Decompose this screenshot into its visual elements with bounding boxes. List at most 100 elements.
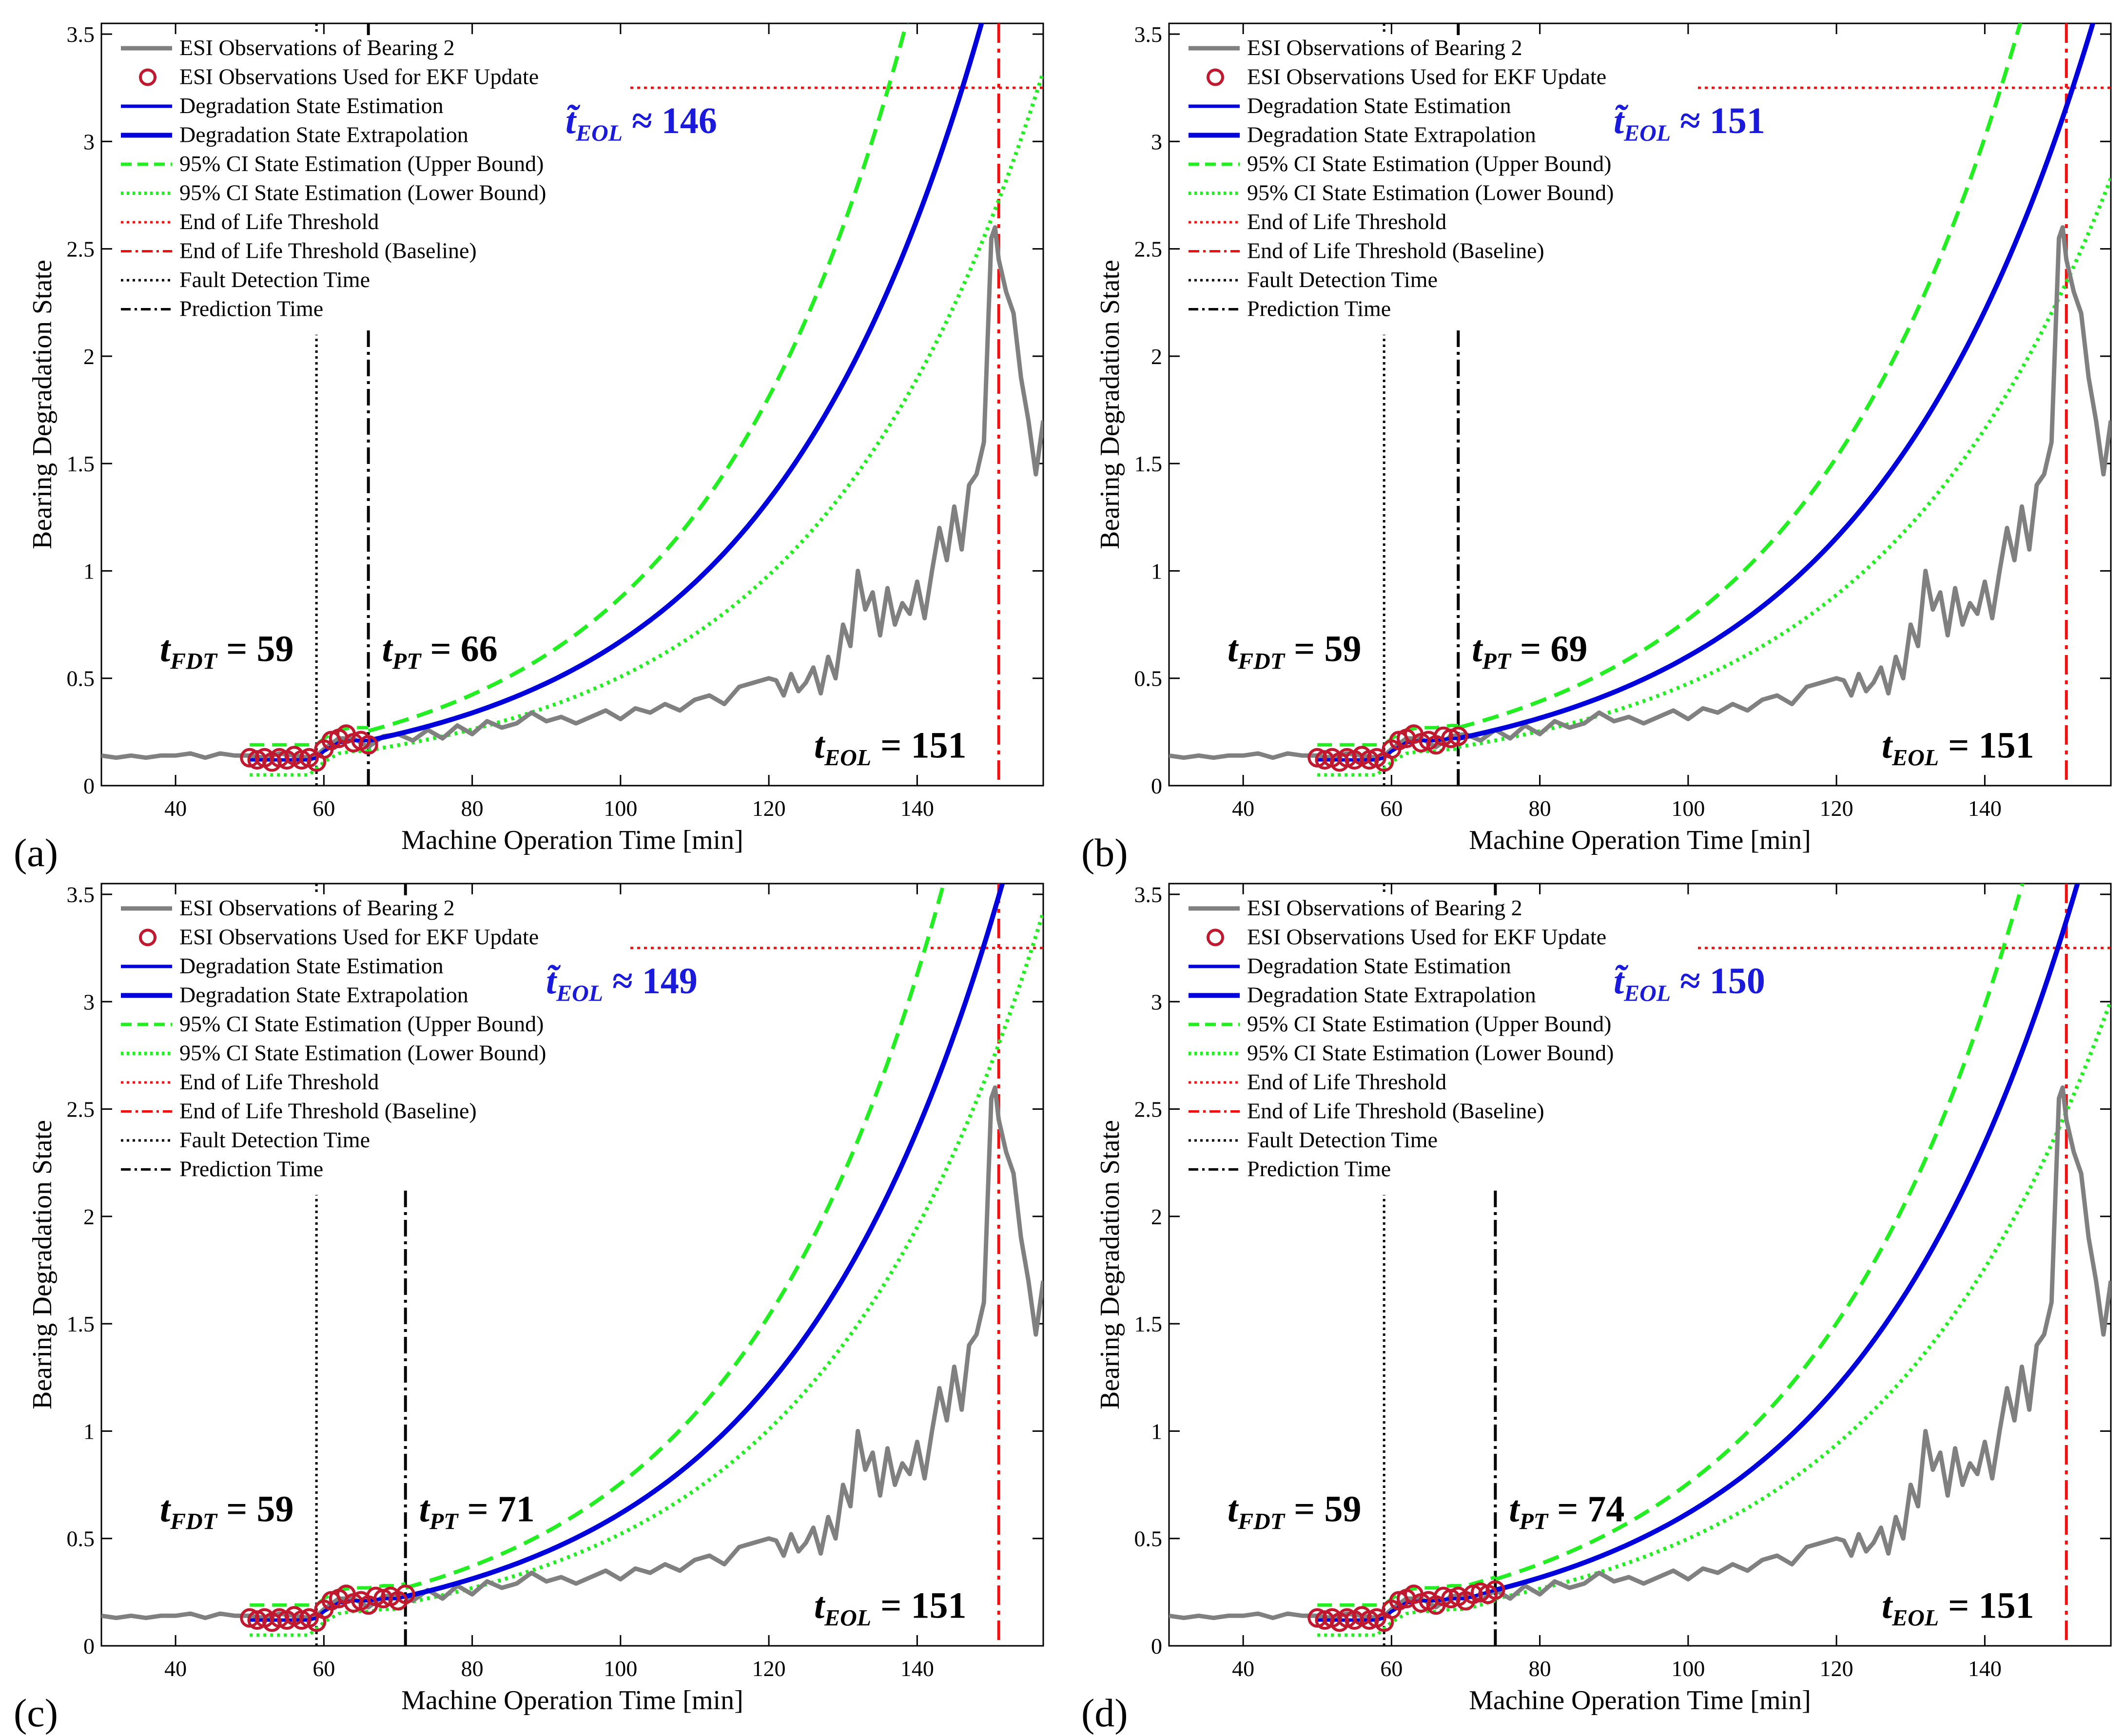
y-tick-label: 0	[83, 1634, 95, 1659]
panel-label: (a)	[14, 830, 58, 875]
annotation-subscript: FDT	[1237, 1508, 1286, 1534]
ci-upper-bound	[368, 23, 909, 733]
annotation-value: 151	[911, 1585, 966, 1626]
legend-label: 95% CI State Estimation (Upper Bound)	[1247, 1011, 1611, 1036]
legend: ESI Observations of Bearing 2 ESI Observa…	[121, 35, 546, 321]
legend-swatch-ekf-marker	[1207, 928, 1224, 946]
plot-area	[100, 22, 1044, 787]
x-tick-label: 40	[164, 1656, 187, 1681]
legend-swatch-ekf-marker	[139, 68, 156, 86]
y-tick-label: 2	[83, 1204, 95, 1229]
degradation-state-extrapolation	[1495, 884, 2080, 1593]
legend-label: ESI Observations of Bearing 2	[179, 895, 455, 920]
x-tick-label: 140	[1968, 796, 2002, 821]
annotation-operator: =	[217, 1488, 256, 1529]
legend-label: Degradation State Extrapolation	[179, 983, 468, 1007]
eol-annotation: tEOL = 151	[814, 725, 966, 771]
annotation-subscript: FDT	[1237, 648, 1286, 674]
y-tick-label: 3.5	[67, 882, 95, 907]
annotation-symbol: t	[1228, 1488, 1239, 1529]
eol-annotation: tEOL = 151	[1882, 1585, 2034, 1631]
annotation-value: 149	[642, 961, 698, 1002]
x-tick-label: 80	[1529, 796, 1551, 821]
annotation-subscript: EOL	[1623, 120, 1671, 146]
legend-label: Degradation State Estimation	[179, 953, 444, 978]
x-tick-label: 100	[604, 796, 637, 821]
ekf-update-marker	[1448, 726, 1468, 746]
x-tick-label: 120	[1820, 1656, 1853, 1681]
fdt-annotation: tFDT = 59	[1228, 1488, 1361, 1534]
y-tick-label: 0	[1151, 1634, 1162, 1659]
y-tick-label: 1.5	[67, 1312, 95, 1336]
annotation-symbol: t	[1882, 1585, 1893, 1626]
y-tick-label: 1.5	[1134, 1312, 1163, 1336]
legend-label: Prediction Time	[1247, 296, 1391, 321]
plot-content	[1169, 23, 2111, 786]
x-tick-label: 140	[900, 1656, 934, 1681]
annotation-value: 71	[498, 1488, 535, 1529]
y-tick-label: 2.5	[67, 237, 95, 262]
x-axis-label: Machine Operation Time [min]	[1469, 825, 1811, 855]
x-tick-label: 80	[461, 796, 484, 821]
ci-upper-estimation	[1317, 1575, 1496, 1607]
annotation-subscript: EOL	[824, 745, 871, 771]
eol-estimate-annotation: t̃EOL ≈ 150	[1614, 961, 1765, 1006]
annotation-subscript: FDT	[170, 1508, 218, 1534]
x-tick-label: 40	[1232, 1656, 1254, 1681]
x-tick-label: 60	[312, 796, 335, 821]
y-tick-label: 0.5	[1134, 1526, 1163, 1551]
chart-panel-b: 40 60 80 100 120 140 0 0.5 1 1.5 2 2.5 3 3.5 Machine O…	[1081, 22, 2112, 875]
legend-swatch-ekf-marker	[1207, 68, 1224, 86]
pt-annotation: tPT = 66	[382, 628, 498, 674]
y-tick-label: 0	[83, 773, 95, 798]
annotation-value: 74	[1587, 1488, 1624, 1529]
y-tick-label: 3.5	[67, 22, 95, 47]
legend-swatch-ekf-marker	[139, 928, 156, 946]
annotation-operator: =	[421, 628, 460, 669]
annotation-symbol: t	[814, 1585, 826, 1626]
annotation-symbol: t	[1882, 725, 1893, 766]
y-axis-label: Bearing Degradation State	[27, 260, 58, 549]
ci-lower-estimation	[250, 1605, 406, 1637]
legend-label: ESI Observations Used for EKF Update	[1247, 925, 1606, 949]
legend-label: 95% CI State Estimation (Lower Bound)	[1247, 1041, 1614, 1065]
annotation-subscript: EOL	[824, 1605, 871, 1631]
x-tick-label: 140	[1968, 1656, 2002, 1681]
annotation-subscript: PT	[392, 648, 422, 674]
annotation-value: 59	[256, 628, 293, 669]
annotation-subscript: FDT	[170, 648, 218, 674]
legend-label: Degradation State Extrapolation	[1247, 983, 1536, 1007]
degradation-state-extrapolation	[368, 23, 984, 743]
legend-label: ESI Observations of Bearing 2	[1247, 35, 1522, 60]
pt-annotation: tPT = 71	[419, 1488, 535, 1534]
y-tick-label: 2.5	[1134, 237, 1163, 262]
y-tick-label: 1	[1151, 559, 1162, 583]
x-tick-label: 60	[312, 1656, 335, 1681]
y-tick-label: 2.5	[67, 1097, 95, 1122]
annotation-symbol: t	[160, 628, 172, 669]
legend-label: Degradation State Extrapolation	[1247, 122, 1536, 147]
x-tick-label: 100	[604, 1656, 637, 1681]
plot-content	[101, 884, 1043, 1646]
annotation-operator: =	[1939, 1585, 1978, 1626]
degradation-state-extrapolation	[405, 884, 1005, 1599]
panel-label: (b)	[1081, 830, 1128, 875]
legend-label: Fault Detection Time	[179, 267, 370, 292]
y-tick-label: 3	[83, 129, 95, 154]
x-axis-label: Machine Operation Time [min]	[401, 1685, 743, 1716]
chart-panel-c: 40 60 80 100 120 140 0 0.5 1 1.5 2 2.5 3 3.5 Machine O…	[14, 882, 1044, 1735]
y-tick-label: 1.5	[67, 451, 95, 476]
x-tick-label: 40	[1232, 796, 1254, 821]
legend-label: End of Life Threshold (Baseline)	[1247, 238, 1544, 263]
x-tick-label: 120	[752, 796, 786, 821]
annotation-symbol: t	[814, 725, 826, 766]
plot-content	[1169, 884, 2111, 1646]
legend-label: Fault Detection Time	[1247, 1127, 1438, 1152]
x-tick-label: 40	[164, 796, 187, 821]
annotation-operator: ≈	[1671, 961, 1710, 1002]
y-tick-label: 1	[83, 1419, 95, 1444]
ci-lower-estimation	[250, 750, 369, 777]
legend-label: End of Life Threshold	[179, 209, 379, 234]
y-tick-label: 2	[1151, 1204, 1162, 1229]
annotation-operator: =	[217, 628, 256, 669]
